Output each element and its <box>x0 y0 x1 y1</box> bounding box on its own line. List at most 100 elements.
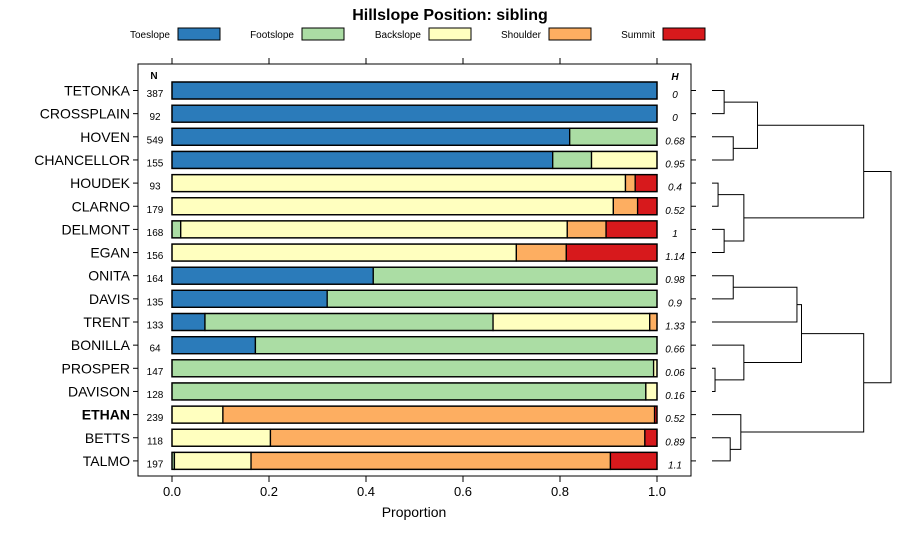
n-value-hoven: 549 <box>147 135 164 146</box>
h-value-delmont: 1 <box>672 229 678 240</box>
bar-row-chancellor <box>171 150 658 170</box>
dendrogram-link <box>712 275 734 300</box>
bar-segment-talmo-backslope <box>173 451 252 471</box>
bar-outline <box>171 428 658 447</box>
row-label-egan: EGAN <box>90 245 130 261</box>
h-value-chancellor: 0.95 <box>665 159 685 170</box>
bar-segment-trent-footslope <box>204 312 494 332</box>
bar-segment-onita-footslope <box>372 266 658 285</box>
bar-row-delmont <box>171 220 658 239</box>
n-value-davis: 135 <box>147 297 164 308</box>
dendrogram <box>712 90 892 462</box>
bar-segment-houdek-backslope <box>171 173 627 193</box>
bar-outline <box>171 359 658 378</box>
dendrogram-link <box>712 228 725 254</box>
bar-outline <box>171 405 658 424</box>
h-value-betts: 0.89 <box>665 437 685 448</box>
n-column-header: N <box>150 71 157 82</box>
n-value-delmont: 168 <box>147 228 164 239</box>
legend-swatch-backslope <box>428 27 472 41</box>
row-label-onita: ONITA <box>88 268 130 284</box>
bar-segment-davis-toeslope <box>171 289 328 309</box>
bars-group <box>171 81 658 471</box>
bar-segment-betts-shoulder <box>269 428 646 447</box>
bar-segment-prosper-footslope <box>171 359 655 378</box>
dendrogram-link <box>712 367 716 392</box>
bar-segment-onita-toeslope <box>171 266 374 285</box>
dendrogram-link <box>743 124 865 219</box>
bar-segment-davison-footslope <box>171 382 647 401</box>
x-axis-title: Proportion <box>382 504 447 520</box>
bar-outline <box>171 81 658 100</box>
row-label-crossplain: CROSSPLAIN <box>40 106 130 122</box>
bar-segment-clarno-shoulder <box>612 197 639 216</box>
bar-outline <box>171 335 658 355</box>
h-value-onita: 0.98 <box>665 275 685 286</box>
bar-segment-egan-backslope <box>171 243 518 262</box>
bar-outline <box>171 150 658 170</box>
bar-segment-houdek-summit <box>634 173 658 193</box>
row-label-davison: DAVISON <box>68 383 130 399</box>
legend-swatch-shoulder <box>548 27 592 41</box>
bar-row-clarno <box>171 197 658 216</box>
dendrogram-link <box>740 333 865 433</box>
h-value-prosper: 0.06 <box>665 368 685 379</box>
h-value-davis: 0.9 <box>668 298 682 309</box>
dendrogram-link <box>712 344 745 381</box>
x-tick-label: 0.4 <box>357 484 375 499</box>
bar-segment-delmont-backslope <box>180 220 568 239</box>
h-value-crossplain: 0 <box>672 113 678 124</box>
h-value-talmo: 1.1 <box>668 460 682 471</box>
row-label-bonilla: BONILLA <box>71 337 131 353</box>
bar-outline <box>171 197 658 216</box>
dendrogram-link <box>712 414 742 450</box>
n-value-houdek: 93 <box>149 182 161 193</box>
bar-outline <box>171 104 658 123</box>
x-tick-label: 0.6 <box>454 484 472 499</box>
row-label-prosper: PROSPER <box>62 360 130 376</box>
bar-segment-bonilla-footslope <box>254 335 658 355</box>
bar-segment-bonilla-toeslope <box>171 335 257 355</box>
h-value-egan: 1.14 <box>665 252 685 263</box>
bar-segment-davison-backslope <box>645 382 658 401</box>
bar-segment-talmo-summit <box>609 451 658 471</box>
row-label-ethan: ETHAN <box>82 407 130 423</box>
bar-row-hoven <box>171 127 658 146</box>
bar-segment-hoven-footslope <box>569 127 658 146</box>
legend-swatch-footslope <box>301 27 345 41</box>
h-value-tetonka: 0 <box>672 90 678 101</box>
bar-segment-betts-backslope <box>171 428 272 447</box>
chart-title: Hillslope Position: sibling <box>352 7 548 24</box>
dendrogram-link <box>724 101 759 149</box>
x-tick-label: 0.2 <box>260 484 278 499</box>
n-value-chancellor: 155 <box>147 158 164 169</box>
bar-segment-houdek-shoulder <box>624 173 636 193</box>
bar-outline <box>171 127 658 146</box>
bar-row-trent <box>171 312 658 332</box>
row-label-clarno: CLARNO <box>72 198 130 214</box>
h-values: 0 0 0.68 0.95 0.4 0.52 1 1.14 0.98 0.9 1.33 0.66 0.0… <box>665 90 685 471</box>
bar-row-crossplain <box>171 104 658 123</box>
dendrogram-link <box>718 194 745 242</box>
dendrogram-link <box>743 304 802 364</box>
n-value-egan: 156 <box>147 251 164 262</box>
bar-segment-ethan-shoulder <box>222 405 656 424</box>
n-value-clarno: 179 <box>147 205 164 216</box>
bar-segment-delmont-shoulder <box>566 220 607 239</box>
dendrogram-link <box>712 437 731 462</box>
bar-outline <box>171 382 658 401</box>
n-value-onita: 164 <box>147 274 164 285</box>
bar-segment-betts-summit <box>644 428 658 447</box>
h-value-houdek: 0.4 <box>668 183 682 194</box>
row-label-hoven: HOVEN <box>80 129 130 145</box>
bar-row-tetonka <box>171 81 658 100</box>
bar-segment-hoven-toeslope <box>171 127 571 146</box>
bar-row-onita <box>171 266 658 285</box>
n-value-trent: 133 <box>147 321 164 332</box>
legend-label-toeslope: Toeslope <box>130 30 170 41</box>
bar-row-ethan <box>171 405 658 424</box>
n-value-crossplain: 92 <box>149 112 161 123</box>
bar-outline <box>171 220 658 239</box>
row-label-trent: TRENT <box>83 314 130 330</box>
bar-row-bonilla <box>171 335 658 355</box>
